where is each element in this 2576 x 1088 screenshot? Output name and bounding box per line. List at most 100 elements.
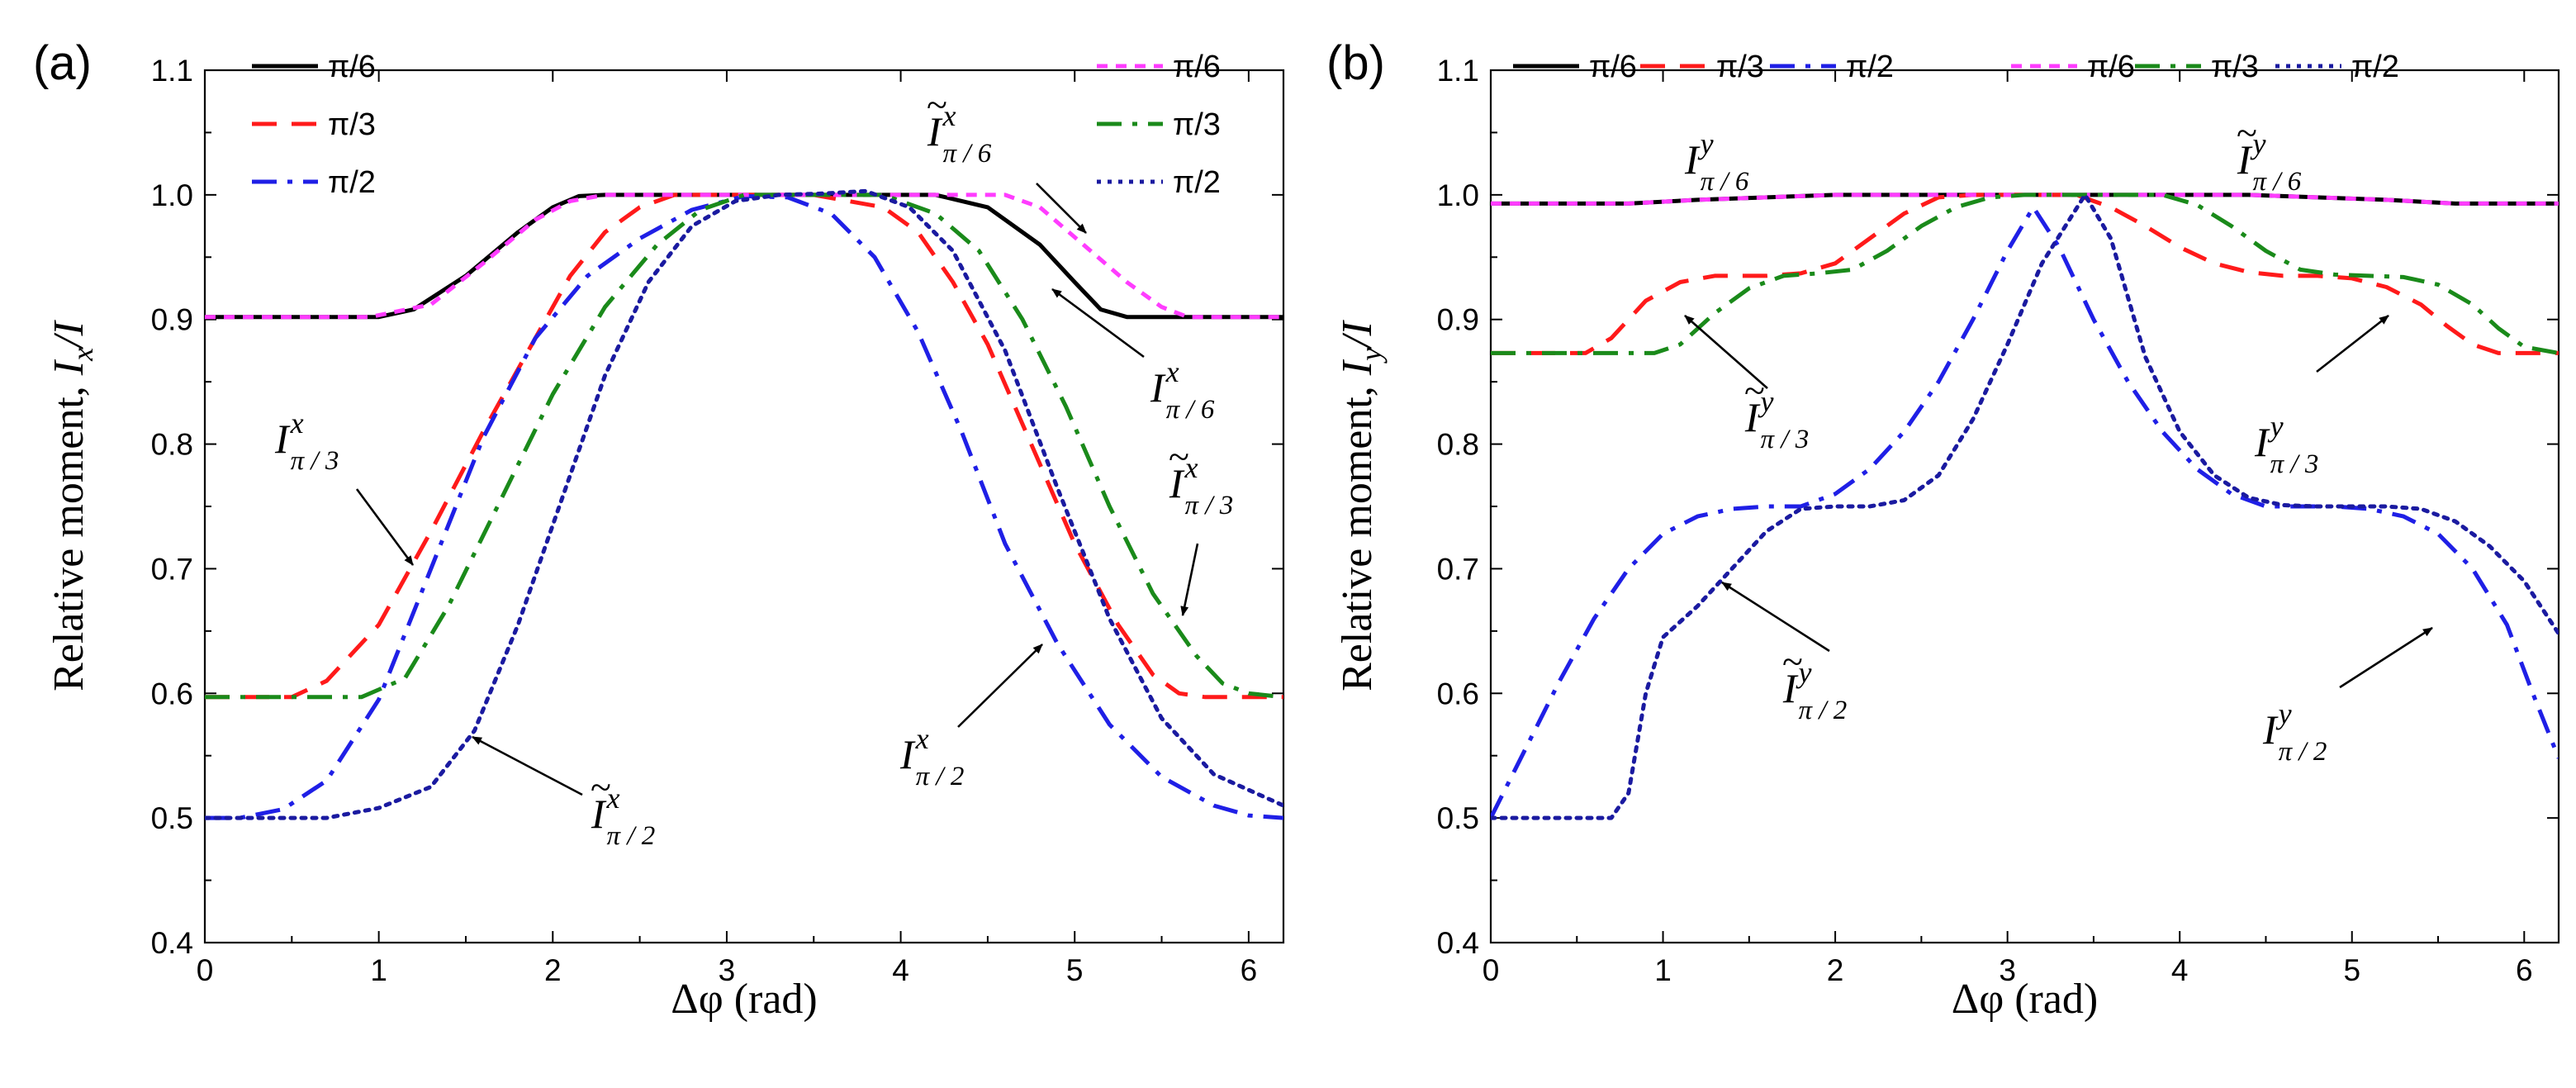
legend-label: π/2 [1846, 50, 1894, 84]
annotation: ~ Iy π / 6 [2237, 112, 2302, 197]
x-tick-label: 0 [197, 953, 214, 987]
annotation-arrow [472, 735, 583, 796]
x-tick-label: 5 [2343, 953, 2360, 987]
annotation-label: ~ Iy π / 3 [1744, 369, 1809, 454]
annotation: Iy π / 2 [2262, 626, 2433, 767]
x-axis-label: Δφ (rad) [1952, 976, 2098, 1023]
annotation-label: Iy π / 2 [2262, 697, 2327, 767]
legend-label: π/3 [2211, 50, 2259, 84]
series-line-3 [1491, 205, 2559, 820]
legend-entry: π/6 [1097, 50, 1221, 84]
legend-label: π/2 [2351, 50, 2399, 84]
annotation: Iy π / 6 [1684, 127, 1749, 197]
panel-a: 0 1 2 3 4 5 6 0.4 0.5 0.6 0.7 0.8 0.9 1.0 1.1 π/6 π/3 π/2… [33, 36, 1285, 1023]
y-tick-label: 0.9 [1437, 303, 1479, 337]
y-tick-label: 0.4 [151, 926, 193, 960]
x-tick-label: 2 [1827, 953, 1844, 987]
x-tick-label: 3 [1999, 953, 2016, 987]
x-tick-label: 4 [892, 953, 909, 987]
x-axis-label: Δφ (rad) [671, 976, 817, 1023]
series-line-2 [1491, 192, 2559, 355]
legend-label: π/2 [1173, 165, 1221, 200]
annotation-label: Iy π / 3 [2254, 410, 2318, 479]
y-tick-label: 0.8 [1437, 428, 1479, 462]
legend-label: π/2 [328, 165, 376, 200]
series-line-2 [205, 192, 1283, 700]
legend-entry: π/2 [2275, 50, 2399, 84]
x-tick-label: 4 [2171, 953, 2189, 987]
y-tick-label: 1.1 [1437, 54, 1479, 88]
legend-entry: π/3 [252, 107, 376, 142]
annotation: Ix π / 3 [274, 406, 415, 566]
annotation: Ix π / 2 [899, 644, 1043, 791]
annotation-arrow [1721, 581, 1830, 653]
annotation-arrow [1051, 287, 1145, 359]
annotation-arrow [1684, 315, 1768, 389]
x-tick-label: 5 [1066, 953, 1084, 987]
x-tick-label: 6 [1241, 953, 1258, 987]
y-tick-label: 0.6 [1437, 677, 1479, 710]
legend-label: π/6 [1589, 50, 1637, 84]
annotation: ~ Ix π / 3 [1169, 435, 1233, 616]
series-line-4 [205, 192, 1283, 320]
annotation-label: ~ Ix π / 2 [591, 766, 655, 851]
y-tick-label: 0.7 [151, 552, 193, 586]
annotation-arrow [2316, 314, 2389, 373]
panel-label: (b) [1326, 36, 1385, 90]
annotation-label: ~ Ix π / 6 [927, 83, 992, 169]
annotation: Ix π / 6 [1051, 287, 1215, 425]
panel-label: (a) [33, 36, 92, 90]
annotation-arrow [355, 488, 415, 566]
legend-label: π/3 [1173, 107, 1221, 142]
y-tick-label: 0.7 [1437, 552, 1479, 586]
series-line-5 [1491, 192, 2559, 355]
annotation: Iy π / 3 [2254, 314, 2389, 479]
series-line-6 [205, 188, 1283, 820]
x-tick-label: 3 [719, 953, 736, 987]
y-tick-label: 1.0 [151, 178, 193, 212]
annotation: ~ Ix π / 6 [927, 83, 1087, 234]
series-line-3 [205, 193, 1283, 820]
annotation-label: ~ Iy π / 6 [2237, 112, 2302, 197]
legend-label: π/3 [1716, 50, 1764, 84]
y-tick-label: 0.6 [151, 677, 193, 710]
legend-entry: π/6 [252, 50, 376, 84]
x-tick-label: 1 [370, 953, 387, 987]
x-tick-label: 2 [544, 953, 562, 987]
annotation-arrow [2339, 626, 2433, 689]
legend-entry: π/2 [1770, 50, 1894, 84]
x-tick-label: 1 [1654, 953, 1672, 987]
y-axis-label: Relative moment, Ix/I [45, 319, 99, 691]
annotation-arrow [957, 644, 1043, 728]
x-tick-label: 0 [1483, 953, 1500, 987]
y-tick-label: 1.0 [1437, 178, 1479, 212]
x-tick-label: 6 [2516, 953, 2533, 987]
annotation-arrow [1180, 543, 1199, 616]
legend-entry: π/3 [1640, 50, 1764, 84]
annotation: ~ Iy π / 2 [1721, 581, 1847, 725]
annotation-arrow [1036, 183, 1087, 234]
legend-entry: π/6 [2011, 50, 2135, 84]
y-axis-label: Relative moment, Iy/I [1334, 319, 1388, 691]
panel-b: 0 1 2 3 4 5 6 0.4 0.5 0.6 0.7 0.8 0.9 1.0 1.1 π/6 π/3 π/2… [1326, 36, 2560, 1023]
series-line-5 [205, 192, 1283, 700]
legend-entry: π/3 [2135, 50, 2259, 84]
annotation-label: Ix π / 6 [1150, 355, 1215, 425]
annotation: ~ Iy π / 3 [1684, 315, 1809, 454]
annotation-label: ~ Ix π / 3 [1169, 435, 1233, 520]
legend-entry: π/3 [1097, 107, 1221, 142]
y-tick-label: 0.9 [151, 303, 193, 337]
annotation-label: Ix π / 3 [274, 406, 339, 476]
annotation: ~ Ix π / 2 [472, 735, 655, 851]
y-tick-label: 0.8 [151, 428, 193, 462]
legend-entry: π/2 [252, 165, 376, 200]
annotation-label: Iy π / 6 [1684, 127, 1749, 197]
legend-label: π/6 [1173, 50, 1221, 84]
y-tick-label: 0.5 [151, 801, 193, 835]
legend-label: π/6 [2087, 50, 2135, 84]
annotation-label: Ix π / 2 [899, 722, 964, 791]
series-line-1 [205, 192, 1283, 320]
legend-label: π/3 [328, 107, 376, 142]
legend-label: π/6 [328, 50, 376, 84]
